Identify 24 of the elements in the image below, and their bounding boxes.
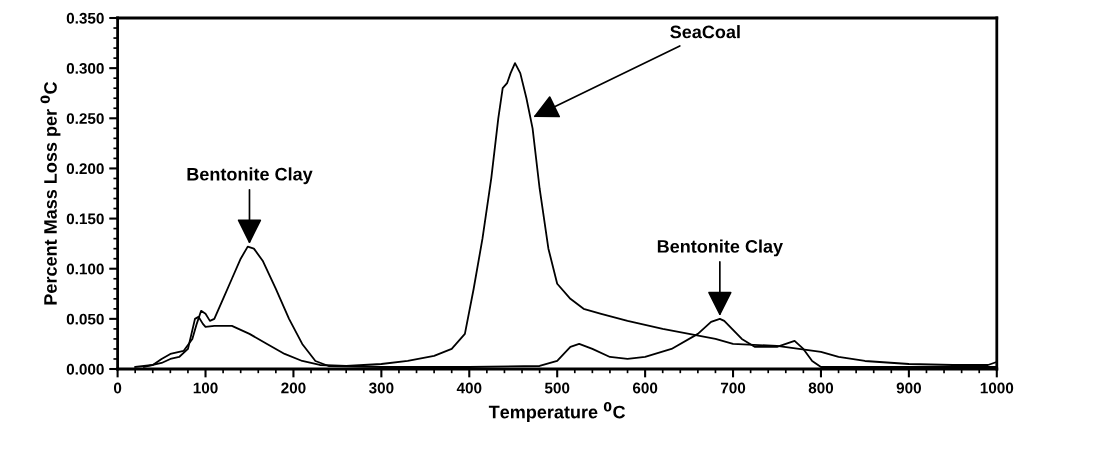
annotation: Bentonite Clay (187, 167, 313, 185)
x-tick-label: 400 (456, 382, 482, 394)
annotation: Bentonite Clay (657, 239, 783, 257)
y-tick-label: 0.000 (66, 363, 104, 375)
y-tick-label: 0.250 (66, 113, 104, 124)
x-tick-label: 600 (632, 382, 658, 394)
y-axis-title: Percent Mass Loss per $^{0}$C (40, 81, 61, 305)
x-tick-label: 0 (113, 382, 122, 394)
x-tick-label: 1000 (980, 382, 1014, 394)
x-tick-label: 200 (281, 382, 306, 394)
x-tick-label: 100 (193, 382, 218, 394)
x-tick-label: 500 (544, 382, 570, 394)
y-tick-label: 0.100 (66, 263, 104, 275)
y-tick-label: 0.350 (66, 12, 104, 24)
x-tick-label: 800 (808, 382, 834, 394)
y-tick-label: 0.150 (66, 213, 104, 225)
y-tick-label: 0.300 (66, 63, 104, 74)
x-tick-label: 300 (368, 382, 394, 394)
x-tick-label: 700 (720, 382, 746, 394)
y-tick-label: 0.050 (66, 313, 104, 325)
y-tick-label: 0.200 (66, 163, 104, 175)
annotation: SeaCoal (670, 25, 740, 39)
x-axis-title: Temperature $^{0}$C (488, 401, 626, 423)
x-tick-label: 900 (896, 382, 921, 394)
